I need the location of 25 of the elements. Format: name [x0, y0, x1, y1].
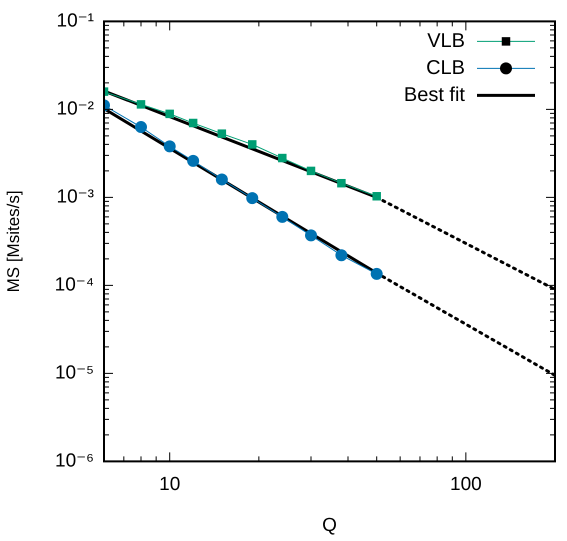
point — [335, 249, 348, 262]
point — [187, 154, 200, 167]
point — [188, 118, 198, 128]
point — [278, 154, 287, 162]
y-axis-title: MS [Msites/s] — [4, 190, 23, 292]
point — [216, 173, 228, 186]
point — [218, 129, 226, 138]
point — [305, 229, 317, 242]
point — [337, 178, 346, 188]
y-tick-label: 10⁻³ — [56, 186, 94, 208]
y-tick-label: 10⁻² — [56, 98, 94, 120]
point — [248, 140, 256, 149]
y-tick-label: 10⁻⁶ — [55, 450, 94, 472]
point — [276, 210, 288, 223]
y-tick-label: 10⁻⁵ — [54, 362, 94, 384]
x-tick-label: 10 — [159, 474, 180, 496]
legend-label: Best fit — [404, 84, 466, 106]
x-axis-title: Q — [322, 514, 337, 536]
point — [246, 192, 258, 204]
point — [306, 166, 316, 176]
legend-label: CLB — [426, 56, 465, 79]
x-tick-label: 100 — [450, 474, 482, 496]
y-tick-label: 10⁻⁴ — [54, 274, 94, 296]
y-tick-label: 10⁻¹ — [56, 10, 94, 32]
legend-label: VLB — [427, 30, 465, 52]
